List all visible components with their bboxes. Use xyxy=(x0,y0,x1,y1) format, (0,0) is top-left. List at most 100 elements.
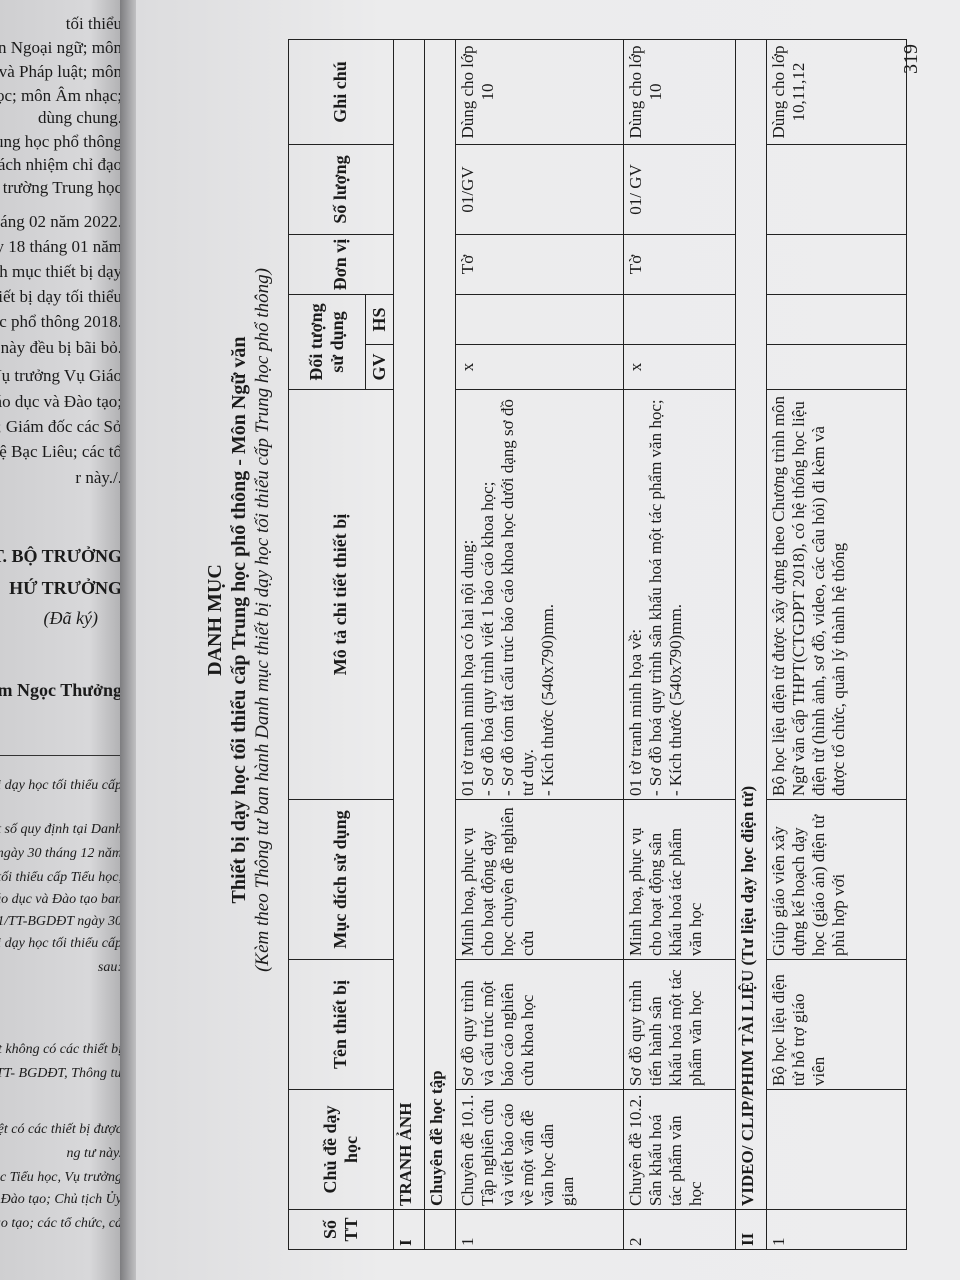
signature-line: T. BỘ TRƯỞNG xyxy=(0,546,122,566)
cell xyxy=(424,1209,456,1250)
cell: Minh hoạ, phục vụ cho hoạt động sân khấu… xyxy=(623,799,736,960)
equipment-table: Số TT Chủ đề dạy học Tên thiết bị Mục đích … xyxy=(288,39,907,1250)
facing-line: dùng chung. xyxy=(37,108,122,127)
cell: 1 xyxy=(766,1209,907,1250)
facing-line: ung một số quy định tại Danh xyxy=(0,822,122,837)
facing-line: ông nghệ Bạc Liêu; các tổ xyxy=(0,442,122,461)
header-row: Số TT Chủ đề dạy học Tên thiết bị Mục đích … xyxy=(288,39,394,1250)
facing-line: 14 tháng 02 năm 2022. xyxy=(0,212,122,231)
header-cell: Chủ đề dạy học xyxy=(288,1089,394,1210)
cell: Giúp giáo viên xây dựng kế hoạch dạy học… xyxy=(766,799,907,960)
cell: Minh hoạ, phục vụ cho hoạt động dạy học … xyxy=(455,799,624,960)
facing-line: nh tế và Pháp luật; môn xyxy=(0,62,122,81)
cell: x xyxy=(623,344,736,390)
facing-line: GDĐT ngày 30 tháng 12 năm xyxy=(0,846,122,861)
facing-line: ành Danh mục thiết bị dạy xyxy=(0,262,122,281)
facing-line: ôn Ngoại ngữ; môn xyxy=(0,38,122,57)
facing-line: c thiết bị dạy học tối thiểu cấp xyxy=(0,778,122,793)
cell: x xyxy=(455,344,624,390)
section-title: TRANH ẢNH xyxy=(393,39,425,1210)
cell xyxy=(766,294,907,345)
cell xyxy=(623,294,736,345)
cell: 01 tờ tranh minh họa có hai nội dung: - … xyxy=(455,389,624,800)
gutter-shadow xyxy=(120,0,138,1280)
signature-line: (Đã ký) xyxy=(43,608,98,628)
facing-line: y học tối thiểu cấp Tiểu học, xyxy=(0,870,122,885)
facing-line: Bộ Giáo dục và Đào tạo; xyxy=(0,392,122,411)
header-cell: Tên thiết bị xyxy=(288,959,394,1090)
facing-line: Bộ Giáo dục và Đào tạo ban xyxy=(0,892,122,907)
title: DANH MỤC xyxy=(204,564,226,676)
facing-line: hê duyệt không có các thiết bị xyxy=(0,1042,122,1057)
table-row: I TRANH ẢNH xyxy=(393,39,425,1250)
facing-line: thiết bị dạy học tối thiểu cấp xyxy=(0,936,122,951)
table-row: 2 Chuyên đề 10.2. Sân khấu hoá tác phẩm v… xyxy=(623,39,736,1250)
cell: Dùng cho lớp 10 xyxy=(623,39,736,145)
header-cell: Số lượng xyxy=(288,144,394,235)
note: (Kèm theo Thông tư ban hành Danh mục thi… xyxy=(252,268,273,972)
facing-line: BGDĐT ngày 18 tháng 01 năm xyxy=(0,237,122,256)
cell: 01/ GV xyxy=(623,144,736,235)
cell: 01/GV xyxy=(455,144,624,235)
facing-line: ề và Đào tạo; Chủ tịch Ủy xyxy=(0,1192,122,1207)
cell: Chuyên đề 10.2. Sân khấu hoá tác phẩm vă… xyxy=(623,1089,736,1210)
facing-line: 021/TT- BGDĐT, Thông tư xyxy=(0,1066,122,1081)
section-number: II xyxy=(735,1209,767,1250)
header-cell: Mục đích sử dụng xyxy=(288,799,394,960)
facing-line: sau: xyxy=(97,960,122,975)
facing-line: tư này đều bị bãi bỏ. xyxy=(0,338,122,357)
table-row: II VIDEO/ CLIP/PHIM TÀI LIỆU (Tư liệu dạy… xyxy=(735,39,767,1250)
header-cell: Mô tả chi tiết thiết bị xyxy=(288,389,394,800)
cell: Sơ đồ quy trình và cấu trúc một báo cáo … xyxy=(455,959,624,1090)
section-title: VIDEO/ CLIP/PHIM TÀI LIỆU (Tư liệu dạy h… xyxy=(735,39,767,1210)
section-number: I xyxy=(393,1209,425,1250)
cell: Tờ xyxy=(455,234,624,295)
subsection-title: Chuyên đề học tập xyxy=(424,39,456,1210)
cell: 2 xyxy=(623,1209,736,1250)
facing-line: áo dục phổ thông 2018. xyxy=(0,312,122,331)
facing-line: tối thiểu xyxy=(65,14,122,33)
rule xyxy=(0,755,128,756)
table-row: 1 Chuyên đề 10.1. Tập nghiên cứu và viết … xyxy=(455,39,624,1250)
header-cell: Đơn vị xyxy=(288,234,394,295)
facing-line: r này./. xyxy=(75,468,122,487)
cell: Dùng cho lớp 10 xyxy=(455,39,624,145)
cell: 01 tờ tranh minh họa về: - Sơ đồ hoá quy… xyxy=(623,389,736,800)
cell: Dùng cho lớp 10,11,12 xyxy=(766,39,907,145)
facing-line: u cấp Trung học phổ thông xyxy=(0,132,122,151)
cell xyxy=(766,144,907,235)
facing-line: n học; môn Âm nhạc; xyxy=(0,86,122,105)
header-cell: Ghi chú xyxy=(288,39,394,145)
header-cell: GV xyxy=(365,344,394,390)
facing-line: Đào tạo; các tổ chức, cá xyxy=(0,1216,122,1231)
header-cell: Số TT xyxy=(288,1209,394,1250)
cell xyxy=(766,344,907,390)
cell xyxy=(455,294,624,345)
facing-page: tối thiểu ôn Ngoại ngữ; môn nh tế và Pháp … xyxy=(0,0,128,1280)
signature-line: m Ngọc Thưởng xyxy=(0,680,122,700)
subtitle: Thiết bị dạy học tối thiểu cấp Trung học… xyxy=(228,336,250,904)
cell: Chuyên đề 10.1. Tập nghiên cứu và viết b… xyxy=(455,1089,624,1210)
cell xyxy=(766,234,907,295)
table-row: Chuyên đề học tập xyxy=(424,39,456,1250)
facing-line: tạo có trách nhiệm chỉ đạo xyxy=(0,155,122,174)
facing-line: mục thiết bị dạy tối thiểu xyxy=(0,287,122,306)
facing-line: ng tư này. xyxy=(66,1146,122,1161)
facing-line: c tại các trường Trung học xyxy=(0,178,122,197)
facing-line: ê duyệt có các thiết bị được xyxy=(0,1122,122,1137)
facing-line: ng ương; Giám đốc các Sở xyxy=(0,417,122,436)
cell: Bộ học liệu điện tử được xây dựng theo C… xyxy=(766,389,907,800)
header-cell: Đối tượng sử dụng xyxy=(288,294,366,390)
cell: Tờ xyxy=(623,234,736,295)
facing-line: 9/2021/TT-BGDĐT ngày 30 xyxy=(0,914,122,929)
cell: Bộ học liệu điện tử hỗ trợ giáo viên xyxy=(766,959,907,1090)
cell: Sơ đồ quy trình tiến hành sân khấu hoá m… xyxy=(623,959,736,1090)
header-cell: HS xyxy=(365,294,394,345)
signature-line: HỨ TRƯỞNG xyxy=(9,578,122,598)
cell xyxy=(766,1089,907,1210)
facing-line: o dục Tiểu học, Vụ trưởng xyxy=(0,1170,122,1185)
table-row: 1 Bộ học liệu điện tử hỗ trợ giáo viên Giú… xyxy=(766,39,907,1250)
paper xyxy=(136,0,960,1280)
